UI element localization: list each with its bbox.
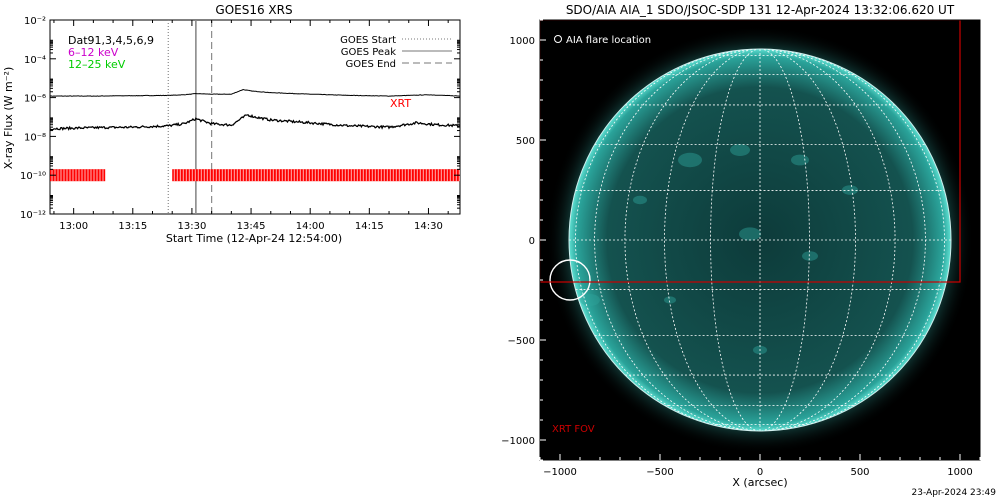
active-region-blob: [664, 296, 676, 304]
y-tick-label: −1000: [501, 436, 535, 447]
x-tick-label: 500: [850, 467, 869, 478]
image-background: [540, 20, 980, 460]
x-tick-label: 14:30: [414, 221, 443, 232]
aia-image-area: [540, 20, 980, 460]
x-tick-label: 14:00: [296, 221, 325, 232]
legend-goes-start-label: GOES Start: [340, 35, 396, 46]
info-line-low-energy: 6–12 keV: [68, 46, 119, 59]
longitude-line: [759, 49, 810, 431]
y-tick-label: 10⁻⁶: [24, 94, 46, 105]
solar-features: [580, 144, 858, 355]
info-line-dataset: Dat91,3,4,5,6,9: [68, 34, 154, 47]
x-tick-label: 13:15: [118, 221, 147, 232]
aia-legend: AIA flare location: [554, 35, 651, 46]
x-tick-label: 0: [757, 467, 763, 478]
legend-goes-peak-label: GOES Peak: [341, 47, 396, 58]
image-frame: [539, 19, 981, 461]
longitude-line: [624, 49, 761, 431]
xrt-coverage-bar-1: [172, 169, 460, 182]
lightcurve-series-1: [49, 114, 461, 131]
active-region-blob: [791, 154, 809, 166]
active-region-blob: [753, 345, 767, 355]
y-tick-label: 10⁻⁴: [24, 55, 46, 66]
lightcurve-y-axis-label: X-ray Flux (W m⁻²): [2, 67, 15, 169]
active-region-blob: [842, 185, 858, 195]
longitude-line: [710, 49, 761, 431]
x-tick-label: −500: [646, 467, 673, 478]
x-tick-label: 14:15: [355, 221, 384, 232]
y-tick-label: 500: [516, 136, 535, 147]
longitude-line: [759, 49, 856, 431]
y-tick-label: 10⁻¹²: [20, 210, 46, 221]
lightcurve-ticks: 10⁻¹² 10⁻¹⁰ 10⁻⁸ 10⁻⁶ 10⁻⁴ 10⁻² 13:00 13:15 13:3…: [20, 16, 460, 232]
y-tick-label: 10⁻⁸: [24, 132, 46, 143]
longitude-line: [759, 49, 945, 431]
y-tick-label: 0: [529, 236, 535, 247]
y-tick-label: 1000: [510, 36, 535, 47]
active-region-blob: [739, 227, 761, 241]
active-region-blob: [678, 152, 702, 168]
active-region-blob: [730, 144, 750, 156]
x-tick-label: 13:00: [59, 221, 88, 232]
flare-location-circle: [549, 259, 591, 301]
xrt-label: XRT: [390, 97, 411, 110]
xrt-fov-label: XRT FOV: [552, 424, 595, 435]
longitude-line: [759, 49, 896, 431]
footer-timestamp: 23-Apr-2024 23:49: [911, 488, 996, 498]
active-region-blob: [633, 195, 647, 205]
info-line-high-energy: 12–25 keV: [68, 58, 126, 71]
lightcurve-frame: [49, 19, 461, 215]
longitude-line: [594, 49, 761, 431]
xrt-fov-box: [540, 20, 961, 283]
longitude-line: [664, 49, 761, 431]
aia-image-title: SDO/AIA AIA_1 SDO/JSOC-SDP 131 12-Apr-20…: [566, 3, 955, 17]
x-tick-label: 13:30: [178, 221, 207, 232]
y-tick-label: −500: [508, 336, 535, 347]
lightcurve-series-0: [49, 88, 460, 97]
legend-goes-end-label: GOES End: [346, 59, 396, 70]
x-tick-label: 1000: [947, 467, 972, 478]
solar-corona: [546, 26, 974, 454]
flare-location-legend-label: AIA flare location: [566, 35, 651, 46]
longitude-line: [759, 49, 926, 431]
active-region-blob: [802, 251, 818, 261]
goes-xrs-lightcurve-chart: GOES16 XRS X-ray Flux (W m⁻²) Start Time…: [2, 3, 461, 245]
y-tick-label: 10⁻¹⁰: [20, 171, 46, 182]
aia-x-axis-label: X (arcsec): [732, 476, 787, 489]
heliographic-grid: [569, 49, 951, 431]
flare-location-legend-icon: [554, 35, 562, 43]
lightcurve-x-axis-label: Start Time (12-Apr-24 12:54:00): [166, 232, 342, 245]
lightcurve-info-block: Dat91,3,4,5,6,9 6–12 keV 12–25 keV: [68, 34, 154, 71]
x-tick-label: −1000: [543, 467, 577, 478]
y-tick-label: 10⁻²: [24, 16, 46, 27]
aia-axes: −1000 −1000 −500 −500 0 0 500 500 1000 1000: [501, 19, 981, 478]
solar-disk: [569, 49, 951, 431]
lightcurve-title: GOES16 XRS: [215, 3, 292, 17]
active-region-blob: [580, 294, 600, 306]
solar-limb: [568, 48, 952, 432]
lightcurve-legend: GOES Start GOES Peak GOES End: [340, 35, 452, 70]
longitude-line: [575, 49, 761, 431]
x-tick-label: 13:45: [237, 221, 266, 232]
